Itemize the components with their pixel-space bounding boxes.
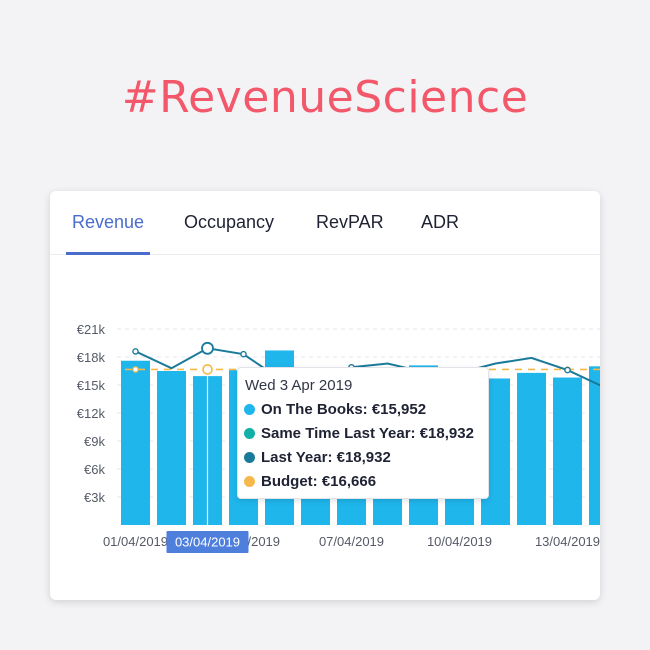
tooltip-row-same-time-last-year: Same Time Last Year: €18,932 xyxy=(244,425,474,442)
y-tick-label: €15k xyxy=(77,378,106,393)
tab-adr[interactable]: ADR xyxy=(421,212,460,232)
y-tick-label: €12k xyxy=(77,406,106,421)
y-tick-label: €18k xyxy=(77,350,106,365)
active-tab-indicator xyxy=(66,252,150,255)
on-the-books-dot-icon xyxy=(244,404,255,415)
metric-tabs: Revenue Occupancy RevPAR ADR xyxy=(50,191,600,255)
budget-point xyxy=(132,366,139,373)
tooltip-last-year-label: Last Year: €18,932 xyxy=(261,449,391,466)
revenue-chart-card: Revenue Occupancy RevPAR ADR €3k €6k €9k €1… xyxy=(50,191,600,600)
x-tick-label: 13/04/2019 xyxy=(535,534,600,549)
tab-revpar[interactable]: RevPAR xyxy=(316,212,384,232)
x-tick-label: 10/04/2019 xyxy=(427,534,492,549)
x-tick-label: 01/04/2019 xyxy=(103,534,168,549)
tooltip-same-time-last-year-label: Same Time Last Year: €18,932 xyxy=(261,425,474,442)
tab-revenue[interactable]: Revenue xyxy=(72,212,145,232)
tooltip-row-budget: Budget: €16,666 xyxy=(244,473,376,490)
selected-date-label: 03/04/2019 xyxy=(175,535,240,550)
tooltip-row-on-the-books: On The Books: €15,952 xyxy=(244,401,426,418)
hashtag-title: #RevenueScience xyxy=(121,72,529,123)
last-year-dot-icon xyxy=(244,452,255,463)
budget-hover-point xyxy=(202,364,213,375)
tooltip-budget-label: Budget: €16,666 xyxy=(261,473,377,490)
chart-tooltip: Wed 3 Apr 2019 On The Books: €15,952 Sam… xyxy=(237,367,489,499)
same-time-last-year-dot-icon xyxy=(244,428,255,439)
y-tick-label: €3k xyxy=(84,490,105,505)
last-year-hover-point xyxy=(201,341,214,355)
last-year-point xyxy=(564,366,571,374)
selected-date-pill xyxy=(166,531,249,553)
tooltip-date: Wed 3 Apr 2019 xyxy=(245,377,353,394)
y-tick-label: €9k xyxy=(84,434,105,449)
bar xyxy=(157,371,186,525)
bar xyxy=(517,372,546,525)
x-tick-label: 07/04/2019 xyxy=(319,534,384,549)
budget-dot-icon xyxy=(244,476,255,487)
last-year-point xyxy=(240,350,247,358)
tooltip-row-last-year: Last Year: €18,932 xyxy=(244,449,391,466)
bar xyxy=(553,377,582,525)
y-tick-label: €21k xyxy=(77,322,106,337)
tooltip-on-the-books-label: On The Books: €15,952 xyxy=(261,401,427,418)
last-year-point xyxy=(132,348,139,355)
tab-occupancy[interactable]: Occupancy xyxy=(184,212,275,232)
y-tick-label: €6k xyxy=(84,462,105,477)
bar xyxy=(589,366,600,525)
bar xyxy=(121,360,150,525)
